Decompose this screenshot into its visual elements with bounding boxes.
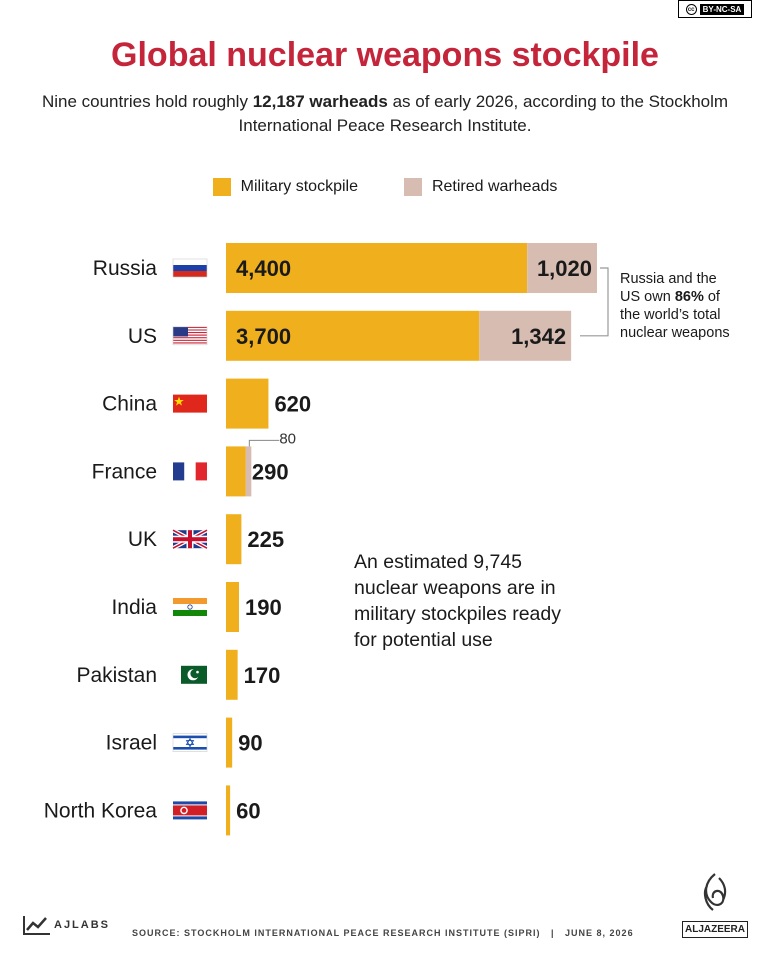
country-label-us: US — [128, 325, 157, 348]
legend-label-retired: Retired warheads — [431, 178, 558, 195]
france-flag-icon — [173, 462, 207, 481]
creative-commons-icon: cc — [685, 3, 697, 15]
value-label-military-uk: 225 — [247, 527, 284, 552]
bar-military-uk — [226, 514, 242, 565]
bar-military-pakistan — [226, 649, 238, 700]
legend-item-military: Military stockpile — [212, 178, 358, 196]
russia-us-bracket — [580, 267, 609, 337]
legend-item-retired: Retired warheads — [403, 178, 558, 196]
value-label-military-north-korea: 60 — [236, 798, 260, 823]
legend-swatch-retired — [403, 178, 422, 196]
value-label-military-france: 290 — [252, 459, 289, 484]
leader-line-retired-france — [248, 439, 280, 447]
aljazeera-calligraphy-icon — [703, 873, 727, 911]
china-flag-icon — [173, 394, 207, 413]
pakistan-flag-icon — [173, 665, 207, 684]
value-label-military-china: 620 — [274, 392, 311, 417]
bar-chart: Russia 4,400 1,020 US 3,700 1,342 China 620 Fran… — [44, 243, 730, 836]
country-label-russia: Russia — [93, 257, 158, 280]
bar-military-france — [226, 446, 246, 497]
israel-flag-icon — [172, 733, 208, 752]
bar-retired-russia — [527, 243, 597, 293]
aljazeera-wordmark: ALJAZEERA — [682, 921, 748, 938]
ajlabs-logo: AJLABS — [22, 914, 110, 936]
ajlabs-label: AJLABS — [54, 919, 111, 931]
country-label-pakistan: Pakistan — [76, 664, 157, 687]
uk-flag-icon — [172, 528, 208, 550]
subtitle-pre: Nine countries hold roughly — [41, 92, 253, 111]
chart-title: Global nuclear weapons stockpile — [111, 36, 659, 74]
annotation-stockpile: An estimated 9,745 nuclear weapons are in… — [354, 551, 561, 651]
chart-legend: Military stockpile Retired warheads — [0, 178, 770, 196]
bar-retired-france — [245, 446, 252, 497]
bar-military-russia — [226, 243, 528, 293]
license-badge: cc BY-NC-SA — [678, 0, 752, 18]
aljazeera-logo: ALJAZEERA — [682, 872, 748, 938]
bar-retired-us — [479, 310, 572, 361]
footer: AJLABS SOURCE: STOCKHOLM INTERNATIONAL P… — [0, 873, 770, 952]
value-label-military-us: 3,700 — [236, 324, 291, 349]
value-label-retired-russia: 1,020 — [537, 256, 592, 281]
us-flag-icon — [172, 326, 208, 346]
bar-military-china — [226, 378, 269, 429]
value-label-military-israel: 90 — [238, 731, 262, 756]
source-note: SOURCE: STOCKHOLM INTERNATIONAL PEACE RE… — [132, 928, 634, 938]
bar-military-north-korea — [226, 785, 231, 836]
country-label-china: China — [102, 393, 157, 416]
country-label-india: India — [111, 596, 157, 619]
bar-military-israel — [226, 717, 233, 768]
subtitle-post: as of early 2026, according to the Stock… — [238, 92, 729, 135]
ajlabs-chart-icon — [23, 916, 50, 935]
legend-swatch-military — [212, 178, 231, 196]
license-label: BY-NC-SA — [699, 3, 745, 15]
subtitle-bold: 12,187 warheads — [252, 92, 388, 111]
country-label-north-korea: North Korea — [44, 799, 158, 822]
legend-label-military: Military stockpile — [240, 178, 358, 195]
value-label-military-pakistan: 170 — [244, 663, 281, 688]
value-label-retired-us: 1,342 — [511, 324, 566, 349]
value-label-military-russia: 4,400 — [236, 256, 291, 281]
country-label-israel: Israel — [106, 732, 157, 755]
country-label-france: France — [92, 460, 157, 483]
value-label-military-india: 190 — [245, 595, 282, 620]
chart-subtitle: Nine countries hold roughly 12,187 warhe… — [40, 90, 730, 138]
annotation-russia-us: Russia and the US own 86% of the world’s t… — [620, 271, 730, 341]
north-korea-flag-icon — [173, 801, 207, 820]
bar-military-us — [226, 310, 480, 361]
country-label-uk: UK — [128, 528, 157, 551]
russia-flag-icon — [172, 258, 208, 278]
bar-military-india — [226, 582, 240, 632]
india-flag-icon — [173, 598, 207, 616]
value-label-retired-france: 80 — [279, 430, 296, 447]
